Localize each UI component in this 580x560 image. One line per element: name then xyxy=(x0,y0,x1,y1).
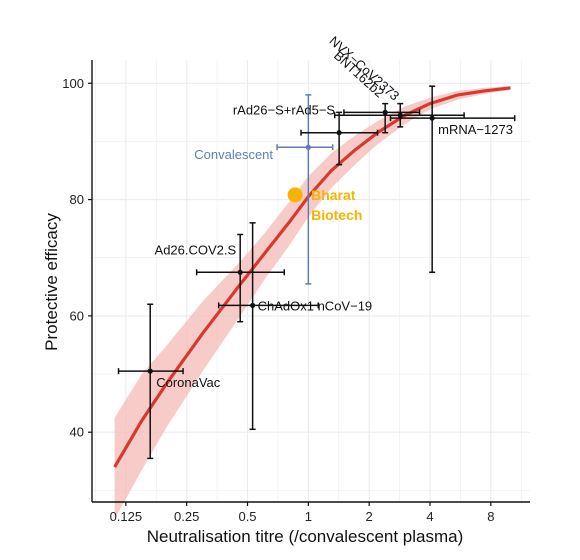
grid xyxy=(92,60,530,502)
data-point xyxy=(382,109,388,115)
data-point xyxy=(147,368,153,374)
x-tick-label: 2 xyxy=(366,509,373,524)
data-point xyxy=(305,144,311,150)
fit-curve-line xyxy=(113,86,511,468)
point-label: ChAdOx1 nCoV−19 xyxy=(258,298,373,313)
point-label: Convalescent xyxy=(194,147,273,162)
x-tick-label: 0.5 xyxy=(238,509,256,524)
x-axis-title: Neutralisation titre (/convalescent plas… xyxy=(147,527,464,546)
x-tick-label: 1 xyxy=(305,509,312,524)
y-tick-label: 60 xyxy=(70,308,84,323)
y-tick-label: 40 xyxy=(70,425,84,440)
data-point xyxy=(397,112,403,118)
data-point xyxy=(336,130,342,136)
x-tick-label: 4 xyxy=(426,509,433,524)
highlight-label: Bharat xyxy=(311,187,356,203)
y-axis-title: Protective efficacy xyxy=(42,213,61,351)
highlight-point xyxy=(287,187,303,203)
x-tick-label: 0.25 xyxy=(174,509,199,524)
ticks: 0.125 0.25 0.5 1 2 4 8 40 60 80 100 xyxy=(62,76,494,524)
data-points xyxy=(147,109,435,374)
highlight-label: Biotech xyxy=(311,207,362,223)
axes xyxy=(91,60,530,503)
point-label: Ad26.COV2.S xyxy=(155,242,237,257)
x-tick-label: 8 xyxy=(487,509,494,524)
confidence-band-area xyxy=(114,86,511,520)
point-label: CoronaVac xyxy=(156,375,221,390)
data-point xyxy=(237,269,243,275)
data-point xyxy=(429,115,435,121)
point-label: NVX−CoV2373 xyxy=(326,33,402,103)
fit-curve xyxy=(113,86,511,468)
x-tick-label: 0.125 xyxy=(110,509,143,524)
y-tick-label: 80 xyxy=(70,192,84,207)
data-point xyxy=(250,302,256,309)
confidence-band xyxy=(114,86,511,520)
point-label: rAd26−S+rAd5−S xyxy=(233,103,336,118)
point-label: mRNA−1273 xyxy=(438,122,513,137)
y-tick-label: 100 xyxy=(62,76,84,91)
